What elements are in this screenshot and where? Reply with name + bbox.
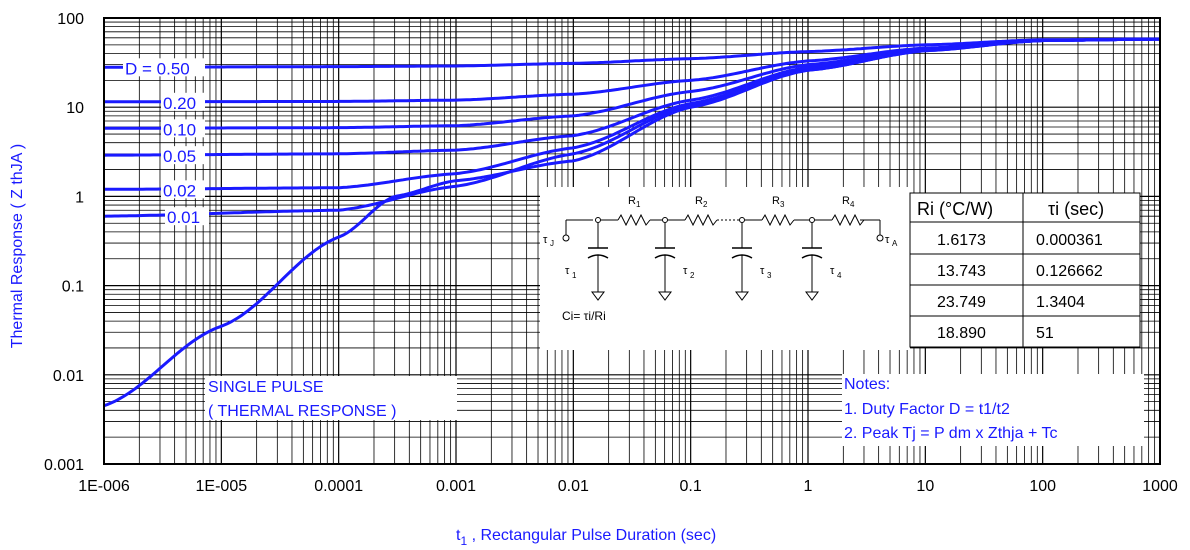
table-cell-tau: 0.126662	[1036, 263, 1103, 280]
table-cell-tau: 0.000361	[1036, 232, 1103, 249]
resistor-label: R	[772, 195, 780, 207]
plot-frame	[103, 17, 1161, 465]
tau-label: τ	[830, 265, 835, 277]
curves	[103, 37, 1160, 408]
y-tick-label: 100	[57, 11, 84, 28]
x-tick-label: 1000	[1142, 478, 1178, 495]
y-tick-label: 10	[66, 100, 84, 117]
x-axis-title-rest: , Rectangular Pulse Duration (sec)	[467, 527, 716, 544]
series-line	[103, 37, 1160, 408]
svg-text:1: 1	[636, 200, 641, 209]
svg-text:τ: τ	[885, 234, 890, 246]
x-tick-label: 0.1	[680, 478, 702, 495]
x-axis-title: t1 , Rectangular Pulse Duration (sec)	[456, 527, 716, 548]
y-tick-labels: 100 10 1 0.1 0.01 0.001	[44, 11, 84, 474]
table-cell-tau: 1.3404	[1036, 294, 1085, 311]
rc-table: Ri (°C/W) τi (sec) 1.6173 0.000361 13.743 0…	[909, 192, 1141, 348]
y-tick-label: 0.001	[44, 457, 84, 474]
curve-label-bg	[161, 146, 205, 165]
thermal-response-label: ( THERMAL RESPONSE )	[208, 403, 396, 420]
x-tick-label: 0.01	[558, 478, 589, 495]
rc-circuit-diagram: τ J R 1τ 1R 2τ 2R 3τ 3R 4τ 4 τ A Ci= τi/Ri	[540, 187, 910, 350]
svg-text:2: 2	[690, 271, 695, 280]
svg-text:A: A	[892, 239, 898, 248]
x-axis-title-t: t	[456, 527, 461, 544]
note-duty-factor: 1. Duty Factor D = t1/t2	[844, 401, 1010, 418]
circuit-formula: Ci= τi/Ri	[562, 309, 606, 323]
resistor-label: R	[842, 195, 850, 207]
curve-label: 0.10	[163, 120, 196, 139]
svg-text:1: 1	[572, 271, 577, 280]
series-line	[104, 37, 1160, 104]
svg-text:τ: τ	[543, 234, 548, 246]
table-header-tau: τi (sec)	[1048, 199, 1104, 219]
svg-text:4: 4	[850, 200, 855, 209]
svg-text:3: 3	[767, 271, 772, 280]
curve-label: 0.01	[167, 208, 200, 227]
tau-label: τ	[565, 265, 570, 277]
tau-label: τ	[760, 265, 765, 277]
svg-text:J: J	[550, 239, 554, 248]
notes-title: Notes:	[844, 376, 890, 393]
single-pulse-label: SINGLE PULSE	[208, 379, 324, 396]
y-tick-label: 0.01	[53, 368, 84, 385]
x-axis-title-sub: 1	[460, 534, 467, 548]
x-tick-label: 100	[1029, 478, 1056, 495]
table-cell-ri: 18.890	[937, 325, 986, 342]
x-tick-label: 10	[916, 478, 934, 495]
y-tick-label: 0.1	[62, 279, 84, 296]
table-cell-tau: 51	[1036, 325, 1054, 342]
x-tick-label: 0.0001	[314, 478, 363, 495]
curve-labels: D = 0.50 0.20 0.10 0.05 0.02 0.01	[123, 58, 209, 227]
series-line	[104, 37, 1160, 130]
y-tick-label: 1	[75, 189, 84, 206]
y-axis-title: Thermal Response ( Z thJA )	[9, 144, 26, 349]
curve-label: 0.02	[163, 181, 196, 200]
svg-text:4: 4	[837, 271, 842, 280]
resistor-label: R	[695, 195, 703, 207]
curve-label: 0.20	[163, 94, 196, 113]
curve-label-bg	[161, 119, 205, 138]
series-line	[104, 37, 1160, 69]
curve-label-bg	[161, 180, 205, 199]
tau-label: τ	[683, 265, 688, 277]
table-cell-ri: 13.743	[937, 263, 986, 280]
curve-label-bg	[165, 207, 209, 226]
table-cell-ri: 23.749	[937, 294, 986, 311]
table-header-ri: Ri (°C/W)	[917, 199, 993, 219]
curve-label: 0.05	[163, 147, 196, 166]
svg-text:3: 3	[780, 200, 785, 209]
curve-label: D = 0.50	[125, 59, 190, 78]
svg-text:2: 2	[703, 200, 708, 209]
note-peak-tj: 2. Peak Tj = P dm x Zthja + Tc	[844, 425, 1057, 442]
resistor-label: R	[628, 195, 636, 207]
x-tick-label: 0.001	[436, 478, 476, 495]
curve-label-bg	[123, 58, 205, 77]
table-cell-ri: 1.6173	[937, 232, 986, 249]
x-tick-label: 1E-006	[78, 478, 130, 495]
x-tick-label: 1	[804, 478, 813, 495]
series-line	[103, 37, 1160, 157]
x-tick-labels: 1E-006 1E-005 0.0001 0.001 0.01 0.1 1 10 100 1000	[78, 478, 1178, 495]
x-tick-label: 1E-005	[196, 478, 248, 495]
curve-label-bg	[161, 92, 205, 111]
